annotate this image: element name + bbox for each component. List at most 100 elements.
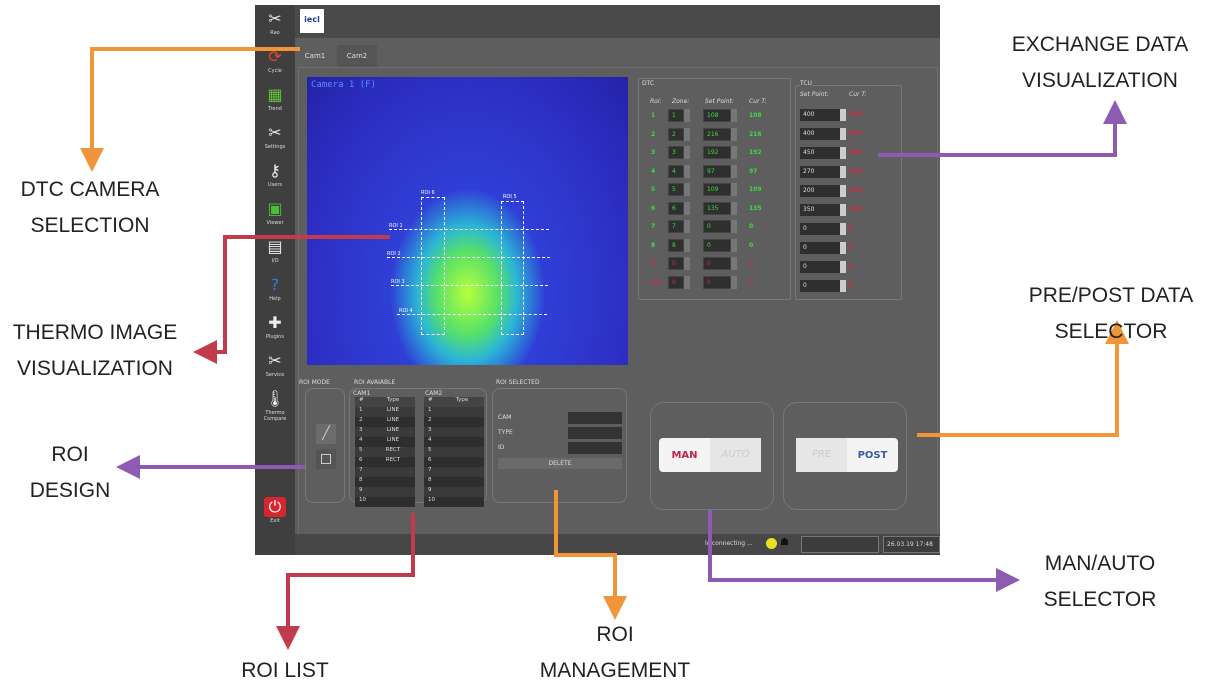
roi-4-line[interactable] (397, 314, 547, 315)
list-item[interactable]: 3 LINE (355, 427, 415, 437)
type-field[interactable] (568, 427, 622, 439)
sidebar-item-i-o[interactable]: ▤ I/O (255, 237, 295, 264)
list-item[interactable]: 6 RECT (355, 457, 415, 467)
list-item[interactable]: 9 (424, 487, 484, 497)
setpoint-input[interactable]: 192 (703, 146, 731, 159)
id-field[interactable] (568, 442, 622, 454)
delete-button[interactable]: DELETE (498, 458, 622, 469)
cam2-roi-list[interactable]: # Type 1 2 3 4 5 6 7 8 9 10 (424, 397, 484, 507)
auto-option[interactable]: AUTO (710, 438, 761, 472)
setpoint-spinner[interactable] (731, 164, 737, 178)
setpoint-spinner[interactable] (731, 109, 737, 122)
tcu-spinner[interactable] (840, 128, 846, 140)
zone-input[interactable]: 3 (668, 146, 684, 159)
list-item[interactable]: 1 LINE (355, 407, 415, 417)
setpoint-input[interactable]: 0 (703, 257, 731, 270)
list-item[interactable]: 2 (424, 417, 484, 427)
setpoint-input[interactable]: 0 (703, 275, 731, 289)
list-item[interactable]: 7 (355, 467, 415, 477)
tab-cam1[interactable]: Cam1 (295, 45, 335, 67)
zone-spinner[interactable] (684, 220, 690, 233)
zone-spinner[interactable] (684, 109, 690, 122)
line-tool-button[interactable]: ╱ (316, 424, 336, 444)
list-item[interactable]: 9 (355, 487, 415, 497)
sidebar-item-plugins[interactable]: ✚ Plugins (255, 313, 295, 340)
tcu-spinner[interactable] (840, 147, 846, 159)
zone-spinner[interactable] (684, 146, 690, 159)
setpoint-input[interactable]: 135 (703, 201, 731, 215)
cam1-roi-list[interactable]: # Type 1 LINE 2 LINE 3 LINE 4 LINE 5 RECT 6 RECT 7 8 9 10 (355, 397, 415, 507)
tcu-setpoint-input[interactable]: 0 (800, 223, 840, 235)
man-auto-toggle[interactable]: MAN AUTO (659, 438, 761, 472)
zone-input[interactable]: 2 (668, 127, 684, 141)
zone-spinner[interactable] (684, 257, 690, 270)
zone-spinner[interactable] (684, 164, 690, 178)
zone-input[interactable]: 5 (668, 183, 684, 196)
tcu-setpoint-input[interactable]: 200 (800, 185, 840, 197)
setpoint-input[interactable]: 108 (703, 109, 731, 122)
setpoint-input[interactable]: 109 (703, 183, 731, 196)
sidebar-item-viewer[interactable]: ▣ Viewer (255, 199, 295, 226)
sidebar-item-cycle[interactable]: ⟳ Cycle (255, 47, 295, 74)
setpoint-spinner[interactable] (731, 220, 737, 233)
zone-spinner[interactable] (684, 183, 690, 196)
tcu-spinner[interactable] (840, 109, 846, 121)
cam-field[interactable] (568, 412, 622, 424)
tcu-setpoint-input[interactable]: 400 (800, 128, 840, 140)
list-item[interactable]: 4 LINE (355, 437, 415, 447)
zone-spinner[interactable] (684, 127, 690, 141)
sidebar-item-settings[interactable]: ✂ Settings (255, 123, 295, 150)
tcu-spinner[interactable] (840, 166, 846, 178)
tcu-spinner[interactable] (840, 223, 846, 235)
tcu-setpoint-input[interactable]: 350 (800, 204, 840, 216)
tcu-setpoint-input[interactable]: 270 (800, 166, 840, 178)
setpoint-spinner[interactable] (731, 238, 737, 252)
list-item[interactable]: 1 (424, 407, 484, 417)
roi-1-line[interactable] (389, 229, 549, 230)
zone-spinner[interactable] (684, 238, 690, 252)
list-item[interactable]: 10 (424, 497, 484, 507)
sidebar-item-rao[interactable]: ✂ Rao (255, 9, 295, 36)
list-item[interactable]: 4 (424, 437, 484, 447)
setpoint-input[interactable]: 97 (703, 164, 731, 178)
list-item[interactable]: 5 RECT (355, 447, 415, 457)
setpoint-input[interactable]: 0 (703, 238, 731, 252)
zone-input[interactable]: 1 (668, 109, 684, 122)
list-item[interactable]: 3 (424, 427, 484, 437)
setpoint-input[interactable]: 0 (703, 220, 731, 233)
man-option[interactable]: MAN (671, 449, 698, 461)
tcu-spinner[interactable] (840, 261, 846, 273)
list-item[interactable]: 6 (424, 457, 484, 467)
tcu-spinner[interactable] (840, 280, 846, 292)
list-item[interactable]: 2 LINE (355, 417, 415, 427)
setpoint-input[interactable]: 216 (703, 127, 731, 141)
setpoint-spinner[interactable] (731, 275, 737, 289)
setpoint-spinner[interactable] (731, 183, 737, 196)
sidebar-item-users[interactable]: ⚷ Users (255, 161, 295, 188)
roi-3-line[interactable] (391, 285, 548, 286)
tcu-setpoint-input[interactable]: 450 (800, 147, 840, 159)
pre-option[interactable]: PRE (796, 438, 847, 472)
tcu-setpoint-input[interactable]: 0 (800, 242, 840, 254)
tcu-spinner[interactable] (840, 204, 846, 216)
tcu-setpoint-input[interactable]: 0 (800, 261, 840, 273)
post-option[interactable]: POST (857, 449, 888, 461)
roi-6-rect[interactable] (421, 197, 445, 335)
setpoint-spinner[interactable] (731, 146, 737, 159)
zone-input[interactable]: 4 (668, 164, 684, 178)
list-item[interactable]: 10 (355, 497, 415, 507)
setpoint-spinner[interactable] (731, 257, 737, 270)
roi-2-line[interactable] (387, 257, 550, 258)
zone-input[interactable]: 6 (668, 201, 684, 215)
setpoint-spinner[interactable] (731, 201, 737, 215)
tab-cam2[interactable]: Cam2 (337, 45, 377, 67)
exit-button[interactable]: ⏻ Exit (255, 497, 295, 524)
list-item[interactable]: 8 (355, 477, 415, 487)
list-item[interactable]: 7 (424, 467, 484, 477)
zone-input[interactable]: 8 (668, 238, 684, 252)
rect-tool-button[interactable] (316, 449, 336, 469)
setpoint-spinner[interactable] (731, 127, 737, 141)
tcu-spinner[interactable] (840, 185, 846, 197)
pre-post-toggle[interactable]: PRE POST (796, 438, 898, 472)
list-item[interactable]: 8 (424, 477, 484, 487)
